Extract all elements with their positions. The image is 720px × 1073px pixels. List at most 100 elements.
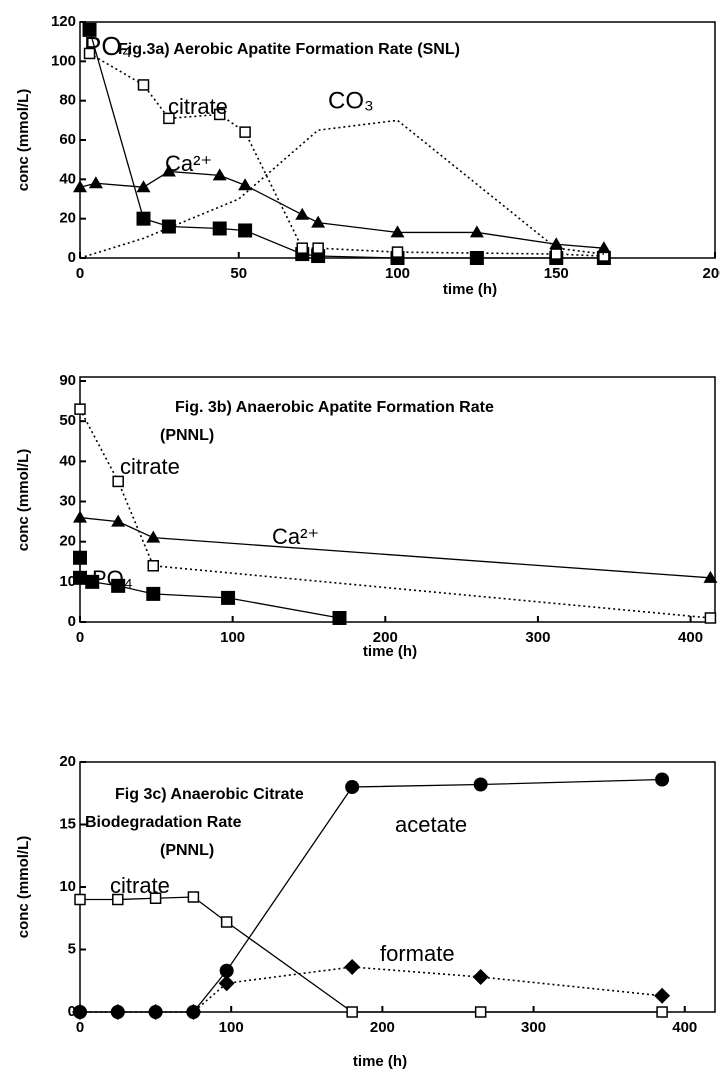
marker	[161, 219, 176, 234]
y-tick-label: 0	[68, 249, 76, 266]
y-axis-label: conc (mmol/L)	[15, 89, 32, 192]
x-tick-label: 50	[230, 265, 247, 282]
marker	[596, 241, 611, 254]
marker	[219, 963, 234, 978]
marker	[88, 176, 103, 189]
series-label: Ca²⁺	[165, 151, 212, 176]
marker	[344, 959, 361, 975]
series-label: acetate	[395, 812, 467, 837]
chart-title: Fig.3a) Aerobic Apatite Formation Rate (…	[118, 41, 460, 58]
marker	[111, 514, 126, 527]
chart-title: (PNNL)	[160, 427, 214, 444]
marker	[549, 237, 564, 250]
x-tick-label: 0	[76, 629, 84, 646]
y-tick-label: 40	[59, 170, 76, 187]
x-tick-label: 300	[525, 629, 550, 646]
y-tick-label: 0	[68, 1003, 76, 1020]
marker	[295, 207, 310, 220]
x-tick-label: 300	[521, 1019, 546, 1036]
chart-title: (PNNL)	[160, 842, 214, 859]
series-line	[80, 896, 663, 1013]
y-tick-label: 20	[59, 210, 76, 227]
series-label: formate	[380, 941, 455, 966]
marker	[655, 772, 670, 787]
x-tick-label: 0	[76, 265, 84, 282]
y-tick-label: 20	[59, 533, 76, 550]
marker	[112, 893, 124, 906]
marker	[220, 916, 233, 928]
y-tick-label: 20	[59, 753, 76, 770]
marker	[473, 777, 488, 792]
marker	[147, 1004, 164, 1020]
series-label: citrate	[110, 873, 170, 898]
marker	[73, 510, 87, 523]
y-axis-label: conc (mmol/L)	[15, 836, 32, 939]
y-tick-label: 120	[51, 13, 76, 30]
marker	[345, 780, 360, 794]
x-tick-label: 400	[678, 629, 703, 646]
marker	[296, 242, 308, 254]
marker	[146, 530, 161, 543]
marker	[656, 1006, 668, 1018]
x-tick-label: 200	[702, 265, 720, 282]
plot-frame	[79, 376, 716, 623]
marker	[112, 475, 124, 488]
marker	[311, 215, 326, 228]
marker	[161, 164, 176, 177]
marker	[74, 403, 86, 415]
x-tick-label: 100	[219, 1019, 244, 1036]
chart-title: Fig 3c) Anaerobic Citrate	[115, 786, 304, 803]
y-tick-label: 50	[59, 412, 76, 429]
marker	[332, 610, 347, 625]
y-axis-label: conc (mmol/L)	[15, 449, 32, 552]
marker	[74, 893, 86, 906]
marker	[218, 975, 235, 992]
series-line	[79, 170, 604, 249]
marker	[346, 1006, 358, 1018]
x-tick-label: 150	[544, 265, 569, 282]
y-tick-label: 10	[59, 878, 76, 895]
chart-title: Fig. 3b) Anaerobic Apatite Formation Rat…	[175, 399, 494, 416]
marker	[185, 1004, 202, 1020]
y-tick-label: 90	[59, 372, 76, 389]
x-tick-label: 0	[76, 1019, 84, 1036]
marker	[390, 225, 405, 238]
marker	[187, 891, 200, 903]
marker	[221, 590, 236, 605]
marker	[474, 1006, 487, 1018]
marker	[239, 126, 251, 138]
y-tick-label: 0	[68, 613, 76, 630]
y-tick-label: 40	[59, 452, 76, 469]
series-label: citrate	[120, 454, 180, 479]
marker	[73, 550, 87, 565]
marker	[312, 242, 324, 254]
marker	[238, 178, 253, 191]
marker	[703, 570, 718, 583]
chart-title: Biodegradation Rate	[85, 814, 242, 831]
marker	[82, 22, 97, 37]
y-tick-label: 30	[59, 492, 76, 509]
marker	[212, 168, 227, 181]
x-tick-label: 200	[373, 629, 398, 646]
series-line	[79, 516, 711, 579]
marker	[73, 180, 87, 193]
marker	[704, 612, 717, 624]
marker	[213, 108, 226, 121]
marker	[111, 578, 126, 593]
series-label: Ca²⁺	[272, 524, 319, 549]
x-tick-label: 400	[672, 1019, 697, 1036]
x-axis-label: time (h)	[353, 1053, 407, 1070]
x-tick-label: 100	[385, 265, 410, 282]
x-tick-label: 200	[370, 1019, 395, 1036]
marker	[149, 892, 162, 904]
y-tick-label: 5	[68, 940, 76, 957]
series-label: CO₃	[328, 87, 374, 114]
series-line	[80, 966, 663, 1013]
marker	[109, 1004, 126, 1020]
y-tick-label: 80	[59, 92, 76, 109]
marker	[212, 221, 227, 236]
marker	[136, 180, 151, 193]
marker	[391, 246, 404, 258]
marker	[472, 969, 489, 985]
marker	[136, 211, 151, 226]
